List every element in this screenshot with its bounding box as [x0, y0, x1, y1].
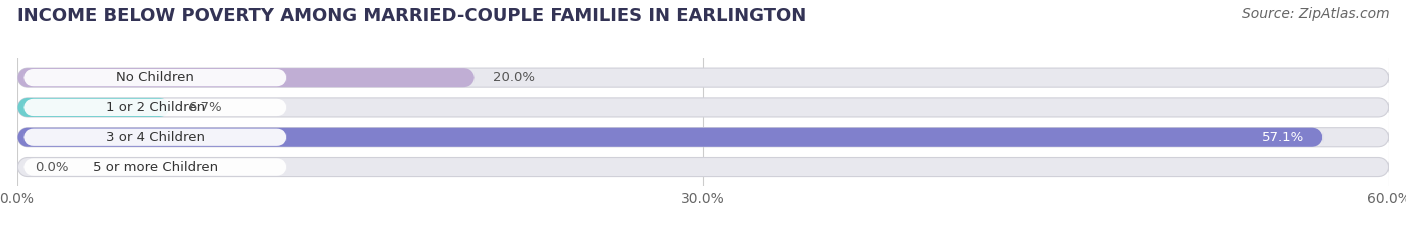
Text: 5 or more Children: 5 or more Children [93, 161, 218, 174]
Text: No Children: No Children [117, 71, 194, 84]
FancyBboxPatch shape [24, 69, 287, 86]
Text: 6.7%: 6.7% [188, 101, 222, 114]
FancyBboxPatch shape [17, 98, 170, 117]
Text: 57.1%: 57.1% [1263, 131, 1305, 144]
FancyBboxPatch shape [17, 68, 474, 87]
Text: 1 or 2 Children: 1 or 2 Children [105, 101, 205, 114]
FancyBboxPatch shape [17, 98, 1389, 117]
FancyBboxPatch shape [24, 158, 287, 176]
FancyBboxPatch shape [24, 99, 287, 116]
FancyBboxPatch shape [17, 158, 1389, 177]
FancyBboxPatch shape [17, 128, 1323, 147]
FancyBboxPatch shape [17, 128, 1389, 147]
Text: 3 or 4 Children: 3 or 4 Children [105, 131, 205, 144]
Text: 20.0%: 20.0% [492, 71, 534, 84]
Text: INCOME BELOW POVERTY AMONG MARRIED-COUPLE FAMILIES IN EARLINGTON: INCOME BELOW POVERTY AMONG MARRIED-COUPL… [17, 7, 806, 25]
Text: 0.0%: 0.0% [35, 161, 69, 174]
Text: Source: ZipAtlas.com: Source: ZipAtlas.com [1241, 7, 1389, 21]
FancyBboxPatch shape [24, 129, 287, 146]
FancyBboxPatch shape [17, 68, 1389, 87]
